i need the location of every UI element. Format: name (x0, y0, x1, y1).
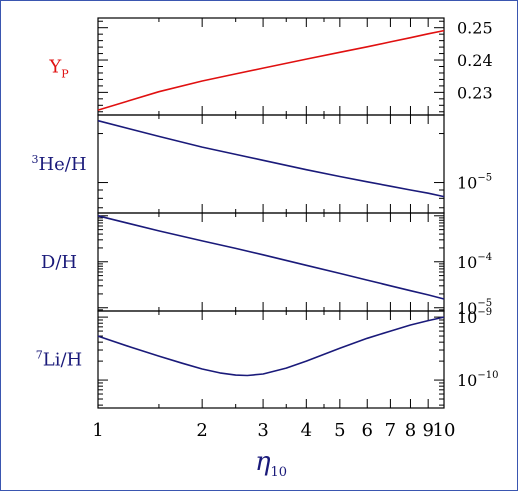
x-tick-label: 7 (385, 420, 396, 441)
x-tick-label: 5 (334, 420, 345, 441)
x-tick-label: 10 (433, 420, 456, 441)
x-tick-label: 1 (92, 420, 103, 441)
x-tick-label: 9 (422, 420, 433, 441)
y-tick-label: 0.23 (457, 83, 493, 102)
series-line-li7-h (97, 316, 445, 377)
y-tick-label: 10−5 (457, 173, 492, 193)
y-tick-label: 10−9 (457, 307, 492, 327)
y-tick-label: 0.24 (457, 51, 493, 70)
x-tick-label: 4 (301, 420, 312, 441)
series-line-he3-h (97, 119, 445, 198)
panel-frame (97, 212, 445, 312)
x-tick-label: 8 (405, 420, 416, 441)
panel-label: 3He/H (31, 153, 86, 175)
y-tick-label: 10−4 (457, 252, 492, 272)
y-tick-label: 10−5 (457, 298, 492, 318)
y-tick-label: 0.25 (457, 19, 493, 38)
panel-label: YP (48, 57, 69, 81)
x-tick-label: 6 (362, 420, 373, 441)
series-line-yp (97, 29, 445, 111)
panel-frame (97, 114, 445, 214)
panel-frame (97, 310, 445, 409)
x-tick-label: 2 (196, 420, 207, 441)
panel-label: 7Li/H (36, 349, 82, 371)
x-tick-label: 3 (257, 420, 268, 441)
series-line-d-h (97, 215, 445, 300)
panel-label: D/H (41, 252, 77, 273)
x-axis-label: η10 (255, 447, 287, 480)
y-tick-label: 10−10 (457, 370, 498, 390)
